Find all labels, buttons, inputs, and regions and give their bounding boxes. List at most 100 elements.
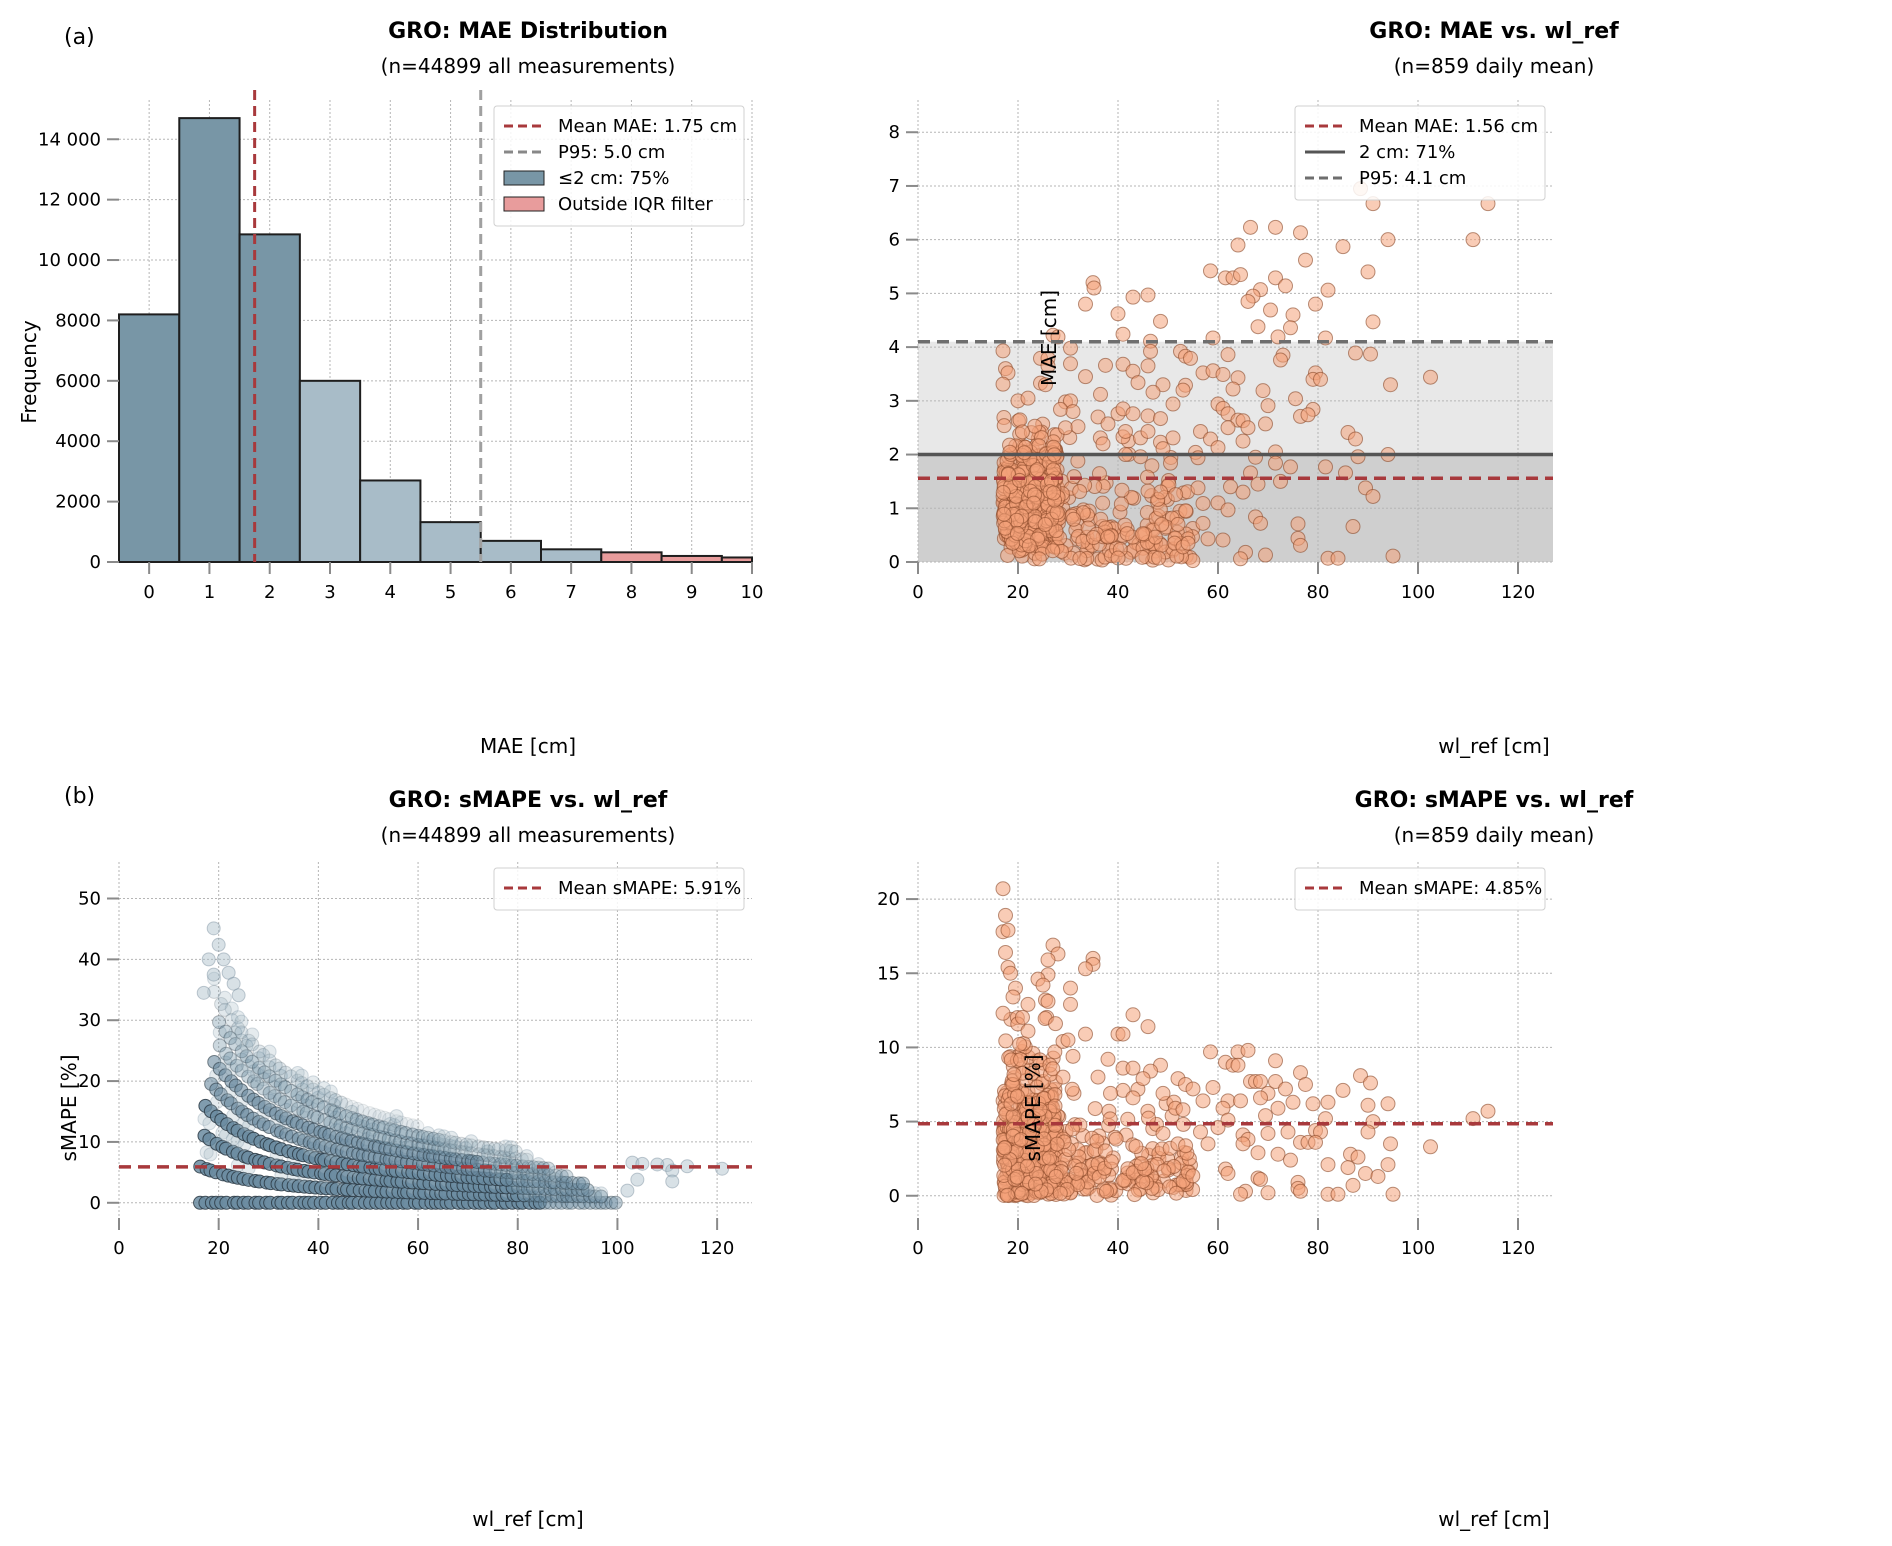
scatter-point: [1268, 1053, 1283, 1069]
scatter-point: [1365, 314, 1381, 330]
scatter-point: [1345, 519, 1361, 535]
scatter-point: [207, 971, 222, 986]
scatter-point: [224, 1001, 239, 1016]
histogram-bar: [720, 556, 753, 563]
scatter-point: [1119, 526, 1135, 542]
scatter-point: [1029, 1079, 1045, 1095]
scatter-point: [1220, 502, 1236, 518]
scatter-point: [1293, 537, 1308, 553]
scatter-point: [290, 1094, 305, 1109]
scatter-point: [262, 1069, 277, 1084]
scatter-point: [1253, 1074, 1268, 1090]
y-tick-label: 3: [889, 391, 900, 412]
scatter-point: [283, 1069, 298, 1084]
scatter-point: [1125, 289, 1141, 305]
scatter-point: [560, 1189, 575, 1204]
scatter-point: [516, 1180, 531, 1195]
scatter-point: [310, 1110, 325, 1125]
axes: 0 20 40 60 80 100 120 0 1 2 3 4 5 6 7 8: [889, 122, 1536, 603]
scatter-point: [387, 1118, 402, 1133]
scatter-point: [1115, 1026, 1131, 1042]
scatter-point: [531, 1181, 546, 1196]
scatter-point: [344, 1110, 359, 1125]
scatter-point: [594, 1189, 609, 1204]
scatter-point: [294, 1076, 309, 1091]
scatter-point: [588, 1186, 603, 1201]
scatter-point: [528, 1188, 543, 1203]
scatter-point: [583, 1195, 598, 1210]
scatter-point: [997, 1157, 1013, 1173]
x-tick-label: 20: [1007, 582, 1030, 603]
scatter-point: [559, 1179, 574, 1194]
scatter-point: [549, 1188, 564, 1203]
scatter-point: [229, 1058, 244, 1073]
scatter-point: [1002, 444, 1018, 460]
histogram-bar: [178, 117, 241, 563]
scatter-point: [1000, 922, 1016, 938]
scatter-point: [1140, 483, 1156, 499]
scatter-point: [1095, 436, 1111, 452]
scatter-point: [1143, 343, 1158, 359]
scatter-point: [226, 976, 241, 991]
scatter-point: [1283, 320, 1298, 336]
scatter-point: [334, 1095, 349, 1110]
scatter-point: [505, 1173, 520, 1188]
scatter-point: [1253, 1090, 1268, 1106]
scatter-point: [564, 1195, 579, 1210]
chart-subtitle: (n=44899 all measurements): [381, 823, 676, 847]
scatter-point: [448, 1135, 463, 1150]
scatter-point: [1260, 1125, 1276, 1141]
scatter-point: [420, 1126, 435, 1141]
scatter-point: [1048, 1169, 1064, 1185]
scatter-point: [1045, 543, 1061, 559]
scatter-point: [504, 1143, 519, 1158]
y-tick-label: 30: [78, 1010, 101, 1031]
scatter-point: [1013, 1052, 1029, 1068]
scatter-point: [548, 1165, 563, 1180]
scatter-point: [1100, 1051, 1116, 1067]
scatter-point: [583, 1189, 598, 1204]
scatter-point: [371, 1119, 386, 1134]
scatter-point: [268, 1073, 283, 1088]
scatter-point: [299, 1098, 314, 1113]
histogram-bar: [419, 521, 482, 563]
scatter-point: [620, 1183, 635, 1198]
scatter-point: [1358, 1166, 1373, 1181]
scatter-point: [1027, 1176, 1043, 1192]
scatter-point: [212, 1025, 227, 1040]
y-tick-label: 20: [877, 889, 900, 910]
scatter-point: [1350, 1149, 1366, 1165]
scatter-point: [245, 1037, 260, 1052]
scatter-point: [1040, 358, 1056, 374]
scatter-point: [496, 1150, 511, 1165]
scatter-point: [234, 1025, 249, 1040]
scatter-point: [372, 1129, 387, 1144]
x-tick-label: 100: [1401, 1238, 1435, 1259]
scatter-point: [328, 1117, 343, 1132]
scatter-point: [508, 1151, 523, 1166]
scatter-point: [715, 1161, 730, 1176]
y-tick-label: 8000: [55, 310, 101, 331]
scatter-point: [650, 1157, 665, 1172]
y-tick-label: 0: [889, 1186, 900, 1207]
scatter-point: [1140, 423, 1156, 439]
histogram-bar: [359, 479, 422, 563]
scatter-point: [1195, 1093, 1211, 1109]
scatter-point: [564, 1182, 579, 1197]
scatter-point: [1215, 532, 1231, 548]
scatter-point: [234, 1014, 249, 1029]
scatter-point: [1029, 462, 1045, 478]
scatter-point: [526, 1170, 541, 1185]
chart-subtitle: (n=859 daily mean): [1394, 823, 1595, 847]
scatter-point: [1250, 476, 1266, 492]
scatter-point: [1078, 961, 1093, 977]
y-tick-label: 6000: [55, 371, 101, 392]
y-tick-label: 12 000: [38, 190, 101, 211]
scatter-point: [1055, 1069, 1071, 1085]
scatter-point: [1070, 419, 1086, 435]
scatter-point: [519, 1149, 534, 1164]
scatter-point: [365, 1128, 380, 1143]
scatter-point: [431, 1141, 446, 1156]
scatter-point: [1320, 1094, 1336, 1110]
scatter-point: [201, 952, 216, 967]
